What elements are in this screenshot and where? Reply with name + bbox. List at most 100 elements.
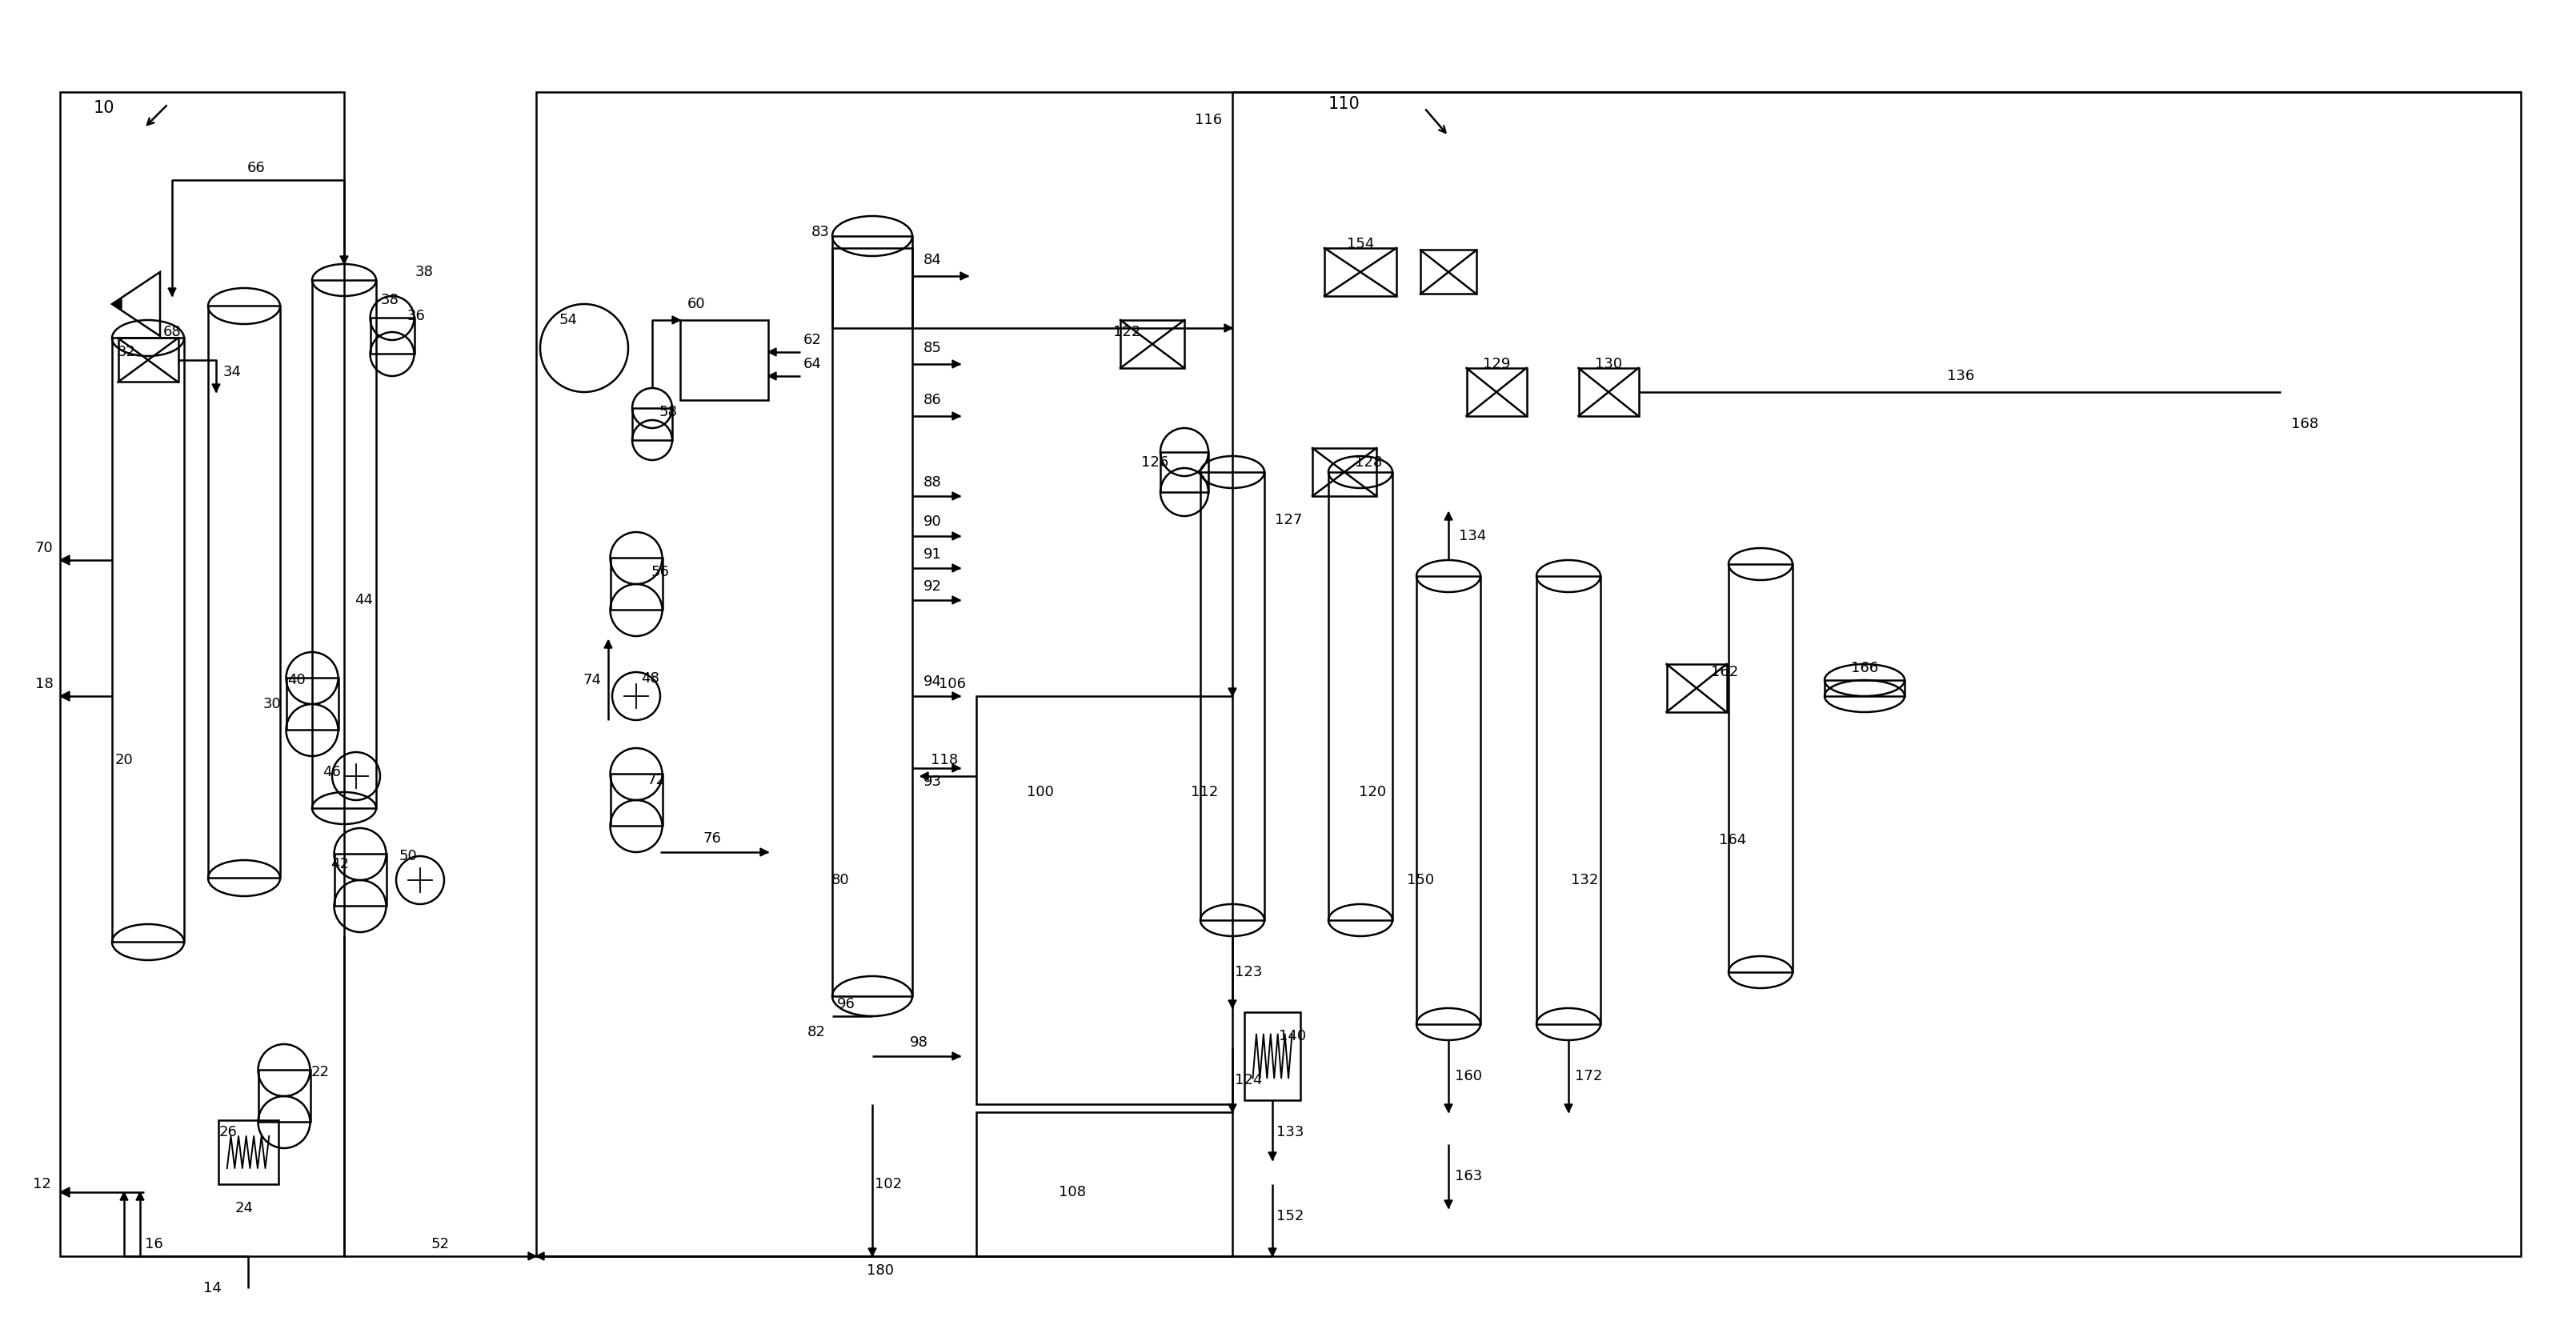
Text: 16: 16 xyxy=(144,1236,162,1251)
Polygon shape xyxy=(59,691,70,701)
Text: 126: 126 xyxy=(1141,456,1170,470)
Text: 84: 84 xyxy=(922,252,940,267)
Text: 160: 160 xyxy=(1455,1069,1481,1083)
Text: 110: 110 xyxy=(1329,96,1360,112)
Polygon shape xyxy=(953,564,961,572)
Polygon shape xyxy=(1229,1104,1236,1112)
Polygon shape xyxy=(111,300,121,309)
Text: 123: 123 xyxy=(1234,964,1262,979)
Text: 86: 86 xyxy=(922,392,940,407)
Text: 168: 168 xyxy=(2290,417,2318,431)
Bar xyxy=(1728,564,1793,972)
Polygon shape xyxy=(59,555,70,565)
Text: 164: 164 xyxy=(1718,834,1747,847)
Polygon shape xyxy=(1564,1104,1571,1112)
Text: 42: 42 xyxy=(330,857,350,872)
Polygon shape xyxy=(121,1192,129,1201)
Polygon shape xyxy=(768,347,775,357)
Text: 128: 128 xyxy=(1355,456,1383,470)
Polygon shape xyxy=(920,771,927,781)
Polygon shape xyxy=(59,1188,70,1197)
Text: 32: 32 xyxy=(118,345,137,359)
Text: 136: 136 xyxy=(1947,369,1973,383)
Text: 48: 48 xyxy=(641,671,659,686)
Polygon shape xyxy=(528,1252,536,1260)
Polygon shape xyxy=(953,361,961,369)
Text: 118: 118 xyxy=(930,753,958,768)
Polygon shape xyxy=(953,692,961,700)
Text: 38: 38 xyxy=(381,293,399,308)
Text: 50: 50 xyxy=(399,849,417,864)
Bar xyxy=(1667,664,1726,712)
Text: 82: 82 xyxy=(806,1025,824,1040)
Text: 38: 38 xyxy=(415,264,433,279)
Text: 46: 46 xyxy=(322,765,340,779)
Text: 90: 90 xyxy=(922,514,940,528)
Text: 134: 134 xyxy=(1458,528,1486,543)
Polygon shape xyxy=(953,1052,961,1061)
Bar xyxy=(976,1112,1231,1256)
Text: 116: 116 xyxy=(1195,112,1221,127)
Bar xyxy=(1311,448,1376,497)
Text: 129: 129 xyxy=(1484,357,1510,371)
Bar xyxy=(371,318,415,354)
Polygon shape xyxy=(1267,1248,1275,1256)
Bar xyxy=(680,320,768,400)
Polygon shape xyxy=(1445,1201,1453,1209)
Text: 162: 162 xyxy=(1710,664,1739,679)
Text: 140: 140 xyxy=(1278,1029,1306,1044)
Text: 80: 80 xyxy=(832,873,850,888)
Text: 66: 66 xyxy=(247,161,265,176)
Bar xyxy=(258,1070,309,1122)
Bar xyxy=(832,236,912,996)
Text: 152: 152 xyxy=(1275,1209,1303,1223)
Text: 132: 132 xyxy=(1571,873,1597,888)
Polygon shape xyxy=(672,316,680,324)
Polygon shape xyxy=(1267,1152,1275,1160)
Polygon shape xyxy=(605,641,613,649)
Polygon shape xyxy=(167,288,175,296)
Polygon shape xyxy=(1445,513,1453,520)
Text: 163: 163 xyxy=(1455,1169,1481,1184)
Text: 154: 154 xyxy=(1347,236,1373,251)
Text: 102: 102 xyxy=(876,1177,902,1192)
Polygon shape xyxy=(211,384,219,392)
Text: 18: 18 xyxy=(36,676,54,691)
Bar xyxy=(1579,369,1638,416)
Text: 112: 112 xyxy=(1190,785,1218,799)
Text: 44: 44 xyxy=(355,593,374,608)
Text: 172: 172 xyxy=(1574,1069,1602,1083)
Text: 64: 64 xyxy=(804,357,822,371)
Polygon shape xyxy=(961,272,969,280)
Bar xyxy=(1324,248,1396,296)
Text: 58: 58 xyxy=(659,404,677,419)
Bar xyxy=(631,408,672,440)
Bar xyxy=(335,855,386,906)
Text: 180: 180 xyxy=(866,1263,894,1277)
Bar xyxy=(1419,250,1476,295)
Bar xyxy=(1466,369,1528,416)
Text: 133: 133 xyxy=(1275,1125,1303,1140)
Text: 106: 106 xyxy=(938,676,966,691)
Text: 98: 98 xyxy=(909,1036,927,1050)
Polygon shape xyxy=(953,493,961,501)
Text: 70: 70 xyxy=(36,540,54,555)
Text: 14: 14 xyxy=(204,1281,222,1296)
Bar xyxy=(611,774,662,826)
Bar xyxy=(219,1120,278,1184)
Text: 12: 12 xyxy=(33,1177,52,1192)
Bar xyxy=(1159,452,1208,493)
Text: 127: 127 xyxy=(1275,513,1301,527)
Bar xyxy=(1244,1012,1301,1100)
Text: 34: 34 xyxy=(224,365,242,379)
Text: 93: 93 xyxy=(922,774,940,789)
Polygon shape xyxy=(953,596,961,604)
Bar xyxy=(832,248,912,328)
Text: 166: 166 xyxy=(1852,660,1878,675)
Bar xyxy=(611,557,662,610)
Bar xyxy=(1200,472,1265,921)
Bar xyxy=(111,338,183,942)
Polygon shape xyxy=(768,373,775,380)
Bar xyxy=(976,696,1231,1104)
Polygon shape xyxy=(953,764,961,771)
